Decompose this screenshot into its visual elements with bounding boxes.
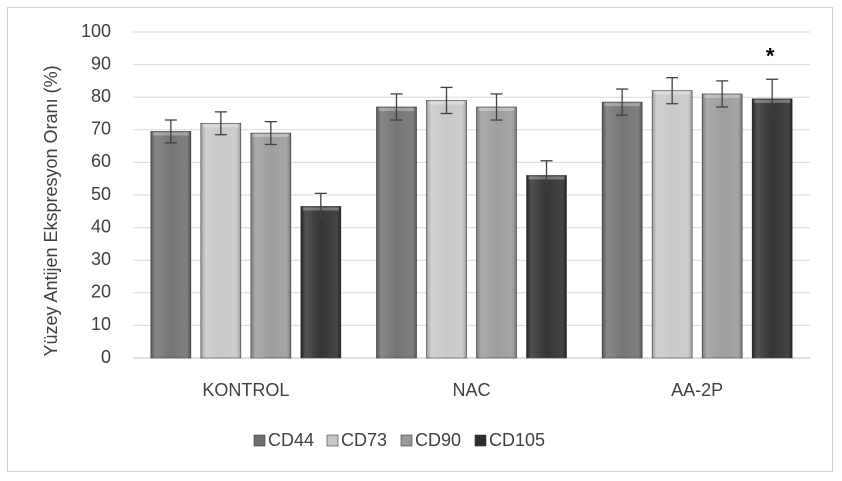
y-tick-label: 0 xyxy=(101,347,111,367)
significance-marker: * xyxy=(766,43,775,68)
legend-swatch-cd90 xyxy=(400,434,413,447)
bar-bevel xyxy=(200,123,241,358)
y-tick-label: 70 xyxy=(91,119,111,139)
legend-swatch-cd44 xyxy=(253,434,266,447)
bar-bevel xyxy=(150,131,191,358)
bar-bevel xyxy=(652,90,693,359)
gridlines xyxy=(133,31,810,359)
legend-label-cd73: CD73 xyxy=(341,430,387,450)
bar-bevel xyxy=(602,102,643,358)
y-tick-label: 100 xyxy=(81,21,111,41)
y-axis-title: Yüzey Antijen Ekspresyon Oranı (%) xyxy=(41,65,61,356)
legend-label-cd90: CD90 xyxy=(415,430,461,450)
legend-label-cd44: CD44 xyxy=(268,430,314,450)
x-tick-label: KONTROL xyxy=(202,380,289,400)
y-tick-label: 50 xyxy=(91,184,111,204)
bar-bevel xyxy=(300,206,341,358)
bar-bevel xyxy=(426,100,467,359)
y-tick-label: 10 xyxy=(91,314,111,334)
y-tick-label: 80 xyxy=(91,86,111,106)
x-axis-ticks: KONTROL NAC AA-2P xyxy=(202,380,723,400)
bar-bevel xyxy=(702,93,743,358)
legend-swatch-cd73 xyxy=(326,434,339,447)
y-axis-ticks: 0 10 20 30 40 50 60 70 80 90 100 xyxy=(81,21,111,367)
legend: CD44 CD73 CD90 CD105 xyxy=(253,430,545,450)
chart-frame xyxy=(7,7,833,472)
y-tick-label: 40 xyxy=(91,216,111,236)
annotations: * xyxy=(766,43,775,68)
bar-bevel xyxy=(752,98,793,358)
bar-bevel xyxy=(476,106,517,358)
x-tick-label: NAC xyxy=(452,380,490,400)
bar-bevel xyxy=(526,175,567,358)
legend-label-cd105: CD105 xyxy=(489,430,545,450)
bar-bevel xyxy=(250,133,291,358)
y-tick-label: 20 xyxy=(91,282,111,302)
legend-swatch-cd105 xyxy=(474,434,487,447)
y-tick-label: 90 xyxy=(91,53,111,73)
bar-bevel xyxy=(376,106,417,358)
y-tick-label: 60 xyxy=(91,151,111,171)
y-tick-label: 30 xyxy=(91,249,111,269)
bars xyxy=(150,76,793,359)
x-tick-label: AA-2P xyxy=(671,380,723,400)
